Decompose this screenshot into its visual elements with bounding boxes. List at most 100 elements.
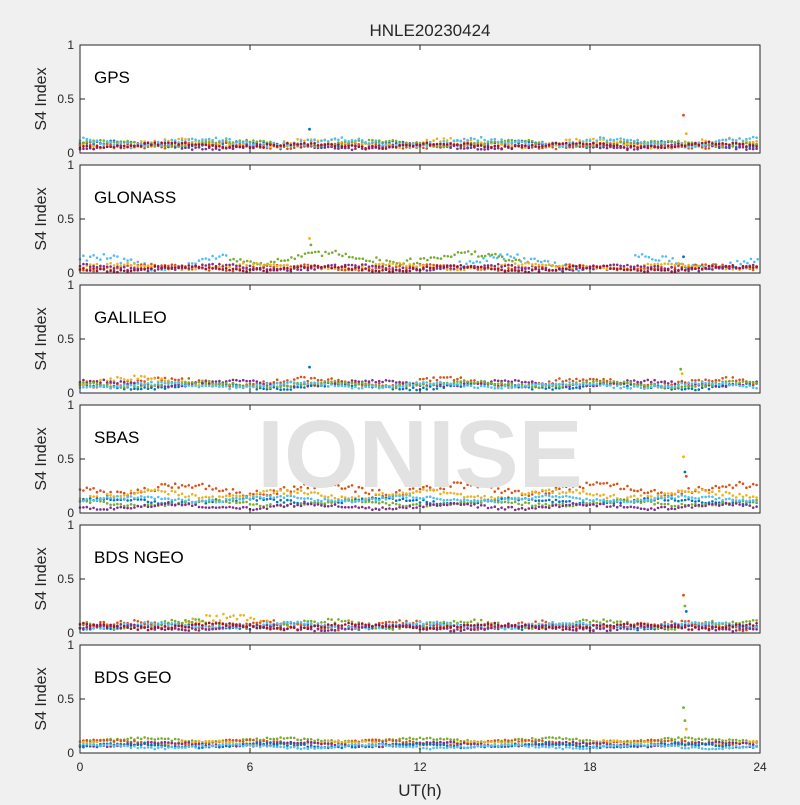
data-point: [236, 260, 239, 263]
data-point: [687, 381, 690, 384]
data-point: [752, 266, 755, 269]
data-point: [469, 260, 472, 263]
data-point: [725, 143, 728, 146]
data-point: [147, 501, 150, 504]
data-point: [602, 146, 605, 149]
data-point: [245, 506, 248, 509]
data-point: [307, 380, 310, 383]
data-point: [327, 385, 330, 388]
data-point: [423, 257, 426, 260]
data-point: [371, 379, 374, 382]
data-point: [704, 263, 707, 266]
data-point: [130, 270, 133, 273]
data-point: [113, 254, 116, 257]
data-point: [201, 138, 204, 141]
data-point: [303, 386, 306, 389]
data-point: [524, 384, 527, 387]
data-point: [470, 143, 473, 146]
data-point: [687, 268, 690, 271]
data-point: [341, 136, 344, 139]
data-point: [201, 263, 204, 266]
data-point: [721, 266, 724, 269]
data-point: [82, 381, 85, 384]
data-point: [201, 382, 204, 385]
data-point: [511, 264, 514, 267]
data-point: [150, 501, 153, 504]
data-point: [738, 499, 741, 502]
data-point: [439, 376, 442, 379]
data-point: [664, 506, 667, 509]
data-point: [718, 142, 721, 145]
data-point: [684, 265, 687, 268]
data-point: [99, 146, 102, 149]
data-point: [208, 496, 211, 499]
data-point: [211, 382, 214, 385]
data-point: [208, 258, 211, 261]
data-point: [467, 250, 470, 253]
data-point: [732, 499, 735, 502]
data-point: [245, 385, 248, 388]
data-point: [113, 508, 116, 511]
data-point: [225, 269, 228, 272]
data-point: [551, 383, 554, 386]
data-point: [177, 267, 180, 270]
data-point: [368, 147, 371, 150]
data-point: [480, 380, 483, 383]
data-point: [239, 386, 242, 389]
data-point: [351, 268, 354, 271]
data-point: [239, 491, 242, 494]
data-point: [228, 495, 231, 498]
data-point: [405, 270, 408, 273]
data-point: [106, 385, 109, 388]
data-point: [218, 149, 221, 152]
data-point: [708, 503, 711, 506]
data-point: [137, 269, 140, 272]
data-point: [589, 383, 592, 386]
data-point: [572, 265, 575, 268]
data-point: [211, 148, 214, 151]
data-point: [232, 379, 235, 382]
data-point: [691, 496, 694, 499]
data-point: [164, 385, 167, 388]
data-point: [551, 264, 554, 267]
data-point: [511, 386, 514, 389]
data-point: [579, 380, 582, 383]
data-point: [643, 145, 646, 148]
data-point: [184, 144, 187, 147]
data-point: [677, 495, 680, 498]
data-point: [711, 380, 714, 383]
data-point: [742, 140, 745, 143]
data-point: [698, 486, 701, 489]
data-point: [86, 500, 89, 503]
data-point: [351, 144, 354, 147]
data-point: [422, 147, 425, 150]
data-point: [341, 145, 344, 148]
data-point: [338, 253, 341, 256]
data-point: [303, 376, 306, 379]
data-point: [225, 140, 228, 143]
data-point: [327, 140, 330, 143]
data-point: [477, 139, 480, 142]
data-point: [606, 265, 609, 268]
data-point: [660, 381, 663, 384]
data-point: [708, 265, 711, 268]
data-point: [96, 499, 99, 502]
data-point: [592, 380, 595, 383]
data-point: [572, 380, 575, 383]
data-point: [194, 264, 197, 267]
y-tick-label: 0.5: [57, 452, 74, 466]
data-point: [626, 143, 629, 146]
data-point: [171, 499, 174, 502]
data-point: [113, 146, 116, 149]
data-point: [523, 257, 526, 260]
data-point: [504, 145, 507, 148]
data-point: [194, 138, 197, 141]
data-point: [205, 382, 208, 385]
data-point: [660, 497, 663, 500]
data-point: [721, 485, 724, 488]
data-point: [755, 266, 758, 269]
data-point: [246, 260, 249, 263]
data-point: [613, 267, 616, 270]
data-point: [501, 255, 504, 258]
data-point: [419, 144, 422, 147]
